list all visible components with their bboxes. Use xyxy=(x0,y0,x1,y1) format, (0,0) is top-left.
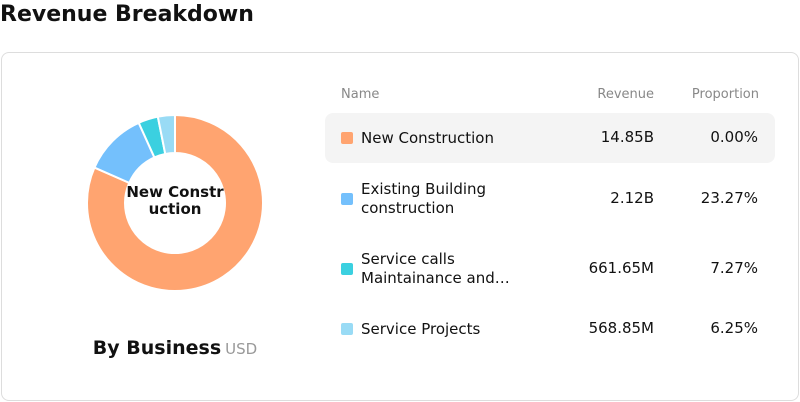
table-row: Service calls Maintainance and… 661.65M 7.… xyxy=(325,244,775,294)
chart-caption: By Business USD xyxy=(0,337,350,359)
donut-chart xyxy=(86,113,264,292)
center-label: New Construction xyxy=(126,183,224,218)
row-proportion: 23.27% xyxy=(700,189,758,207)
row-name: Existing Building construction xyxy=(361,180,487,217)
legend-swatch xyxy=(341,193,353,205)
row-proportion: 7.27% xyxy=(710,259,758,277)
unit-label: USD xyxy=(225,340,258,358)
row-revenue: 2.12B xyxy=(610,189,654,207)
row-revenue: 661.65M xyxy=(588,259,654,277)
column-header: Name xyxy=(341,87,380,102)
row-revenue: 14.85B xyxy=(600,128,654,146)
row-name: New Construction xyxy=(361,128,494,147)
row-proportion: 0.00% xyxy=(710,128,758,146)
table-row: Service Projects 568.85M 6.25% xyxy=(325,304,775,354)
row-revenue: 568.85M xyxy=(588,319,654,337)
donut-slice xyxy=(156,113,176,156)
legend-swatch xyxy=(341,263,353,275)
donut-slice xyxy=(86,113,264,292)
row-proportion: 6.25% xyxy=(710,319,758,337)
legend-swatch xyxy=(341,323,353,335)
column-header: Revenue xyxy=(597,87,654,102)
table-row: Existing Building construction 2.12B 23.27… xyxy=(325,174,775,224)
row-name: Service calls Maintainance and… xyxy=(361,250,510,287)
table-row: New Construction 14.85B 0.00% xyxy=(325,113,775,163)
column-header: Proportion xyxy=(691,87,759,102)
card xyxy=(1,52,799,401)
legend-swatch xyxy=(341,132,353,144)
chart-title: By Business xyxy=(92,337,222,359)
row-name: Service Projects xyxy=(361,319,481,338)
page-title: Revenue Breakdown xyxy=(0,2,254,27)
